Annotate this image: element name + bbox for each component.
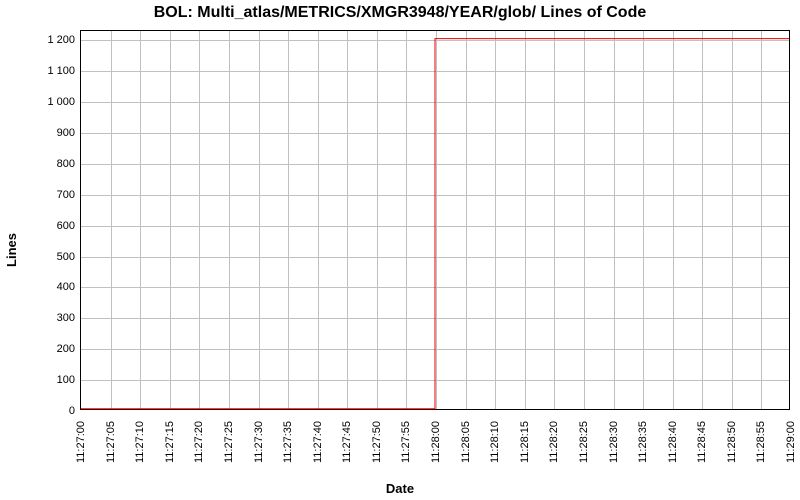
y-tick-label: 100 xyxy=(57,374,75,386)
x-tick-label: 11:28:35 xyxy=(637,421,649,463)
y-tick-label: 700 xyxy=(57,189,75,201)
x-tick-label: 11:28:30 xyxy=(608,421,620,463)
x-tick-label: 11:28:45 xyxy=(696,421,708,463)
x-tick-label: 11:28:00 xyxy=(430,421,442,463)
y-tick-label: 1 000 xyxy=(47,96,75,108)
x-tick-label: 11:27:25 xyxy=(223,421,235,463)
x-tick-label: 11:27:35 xyxy=(282,421,294,463)
y-tick-label: 300 xyxy=(57,312,75,324)
x-tick-label: 11:28:10 xyxy=(489,421,501,463)
y-tick-label: 200 xyxy=(57,343,75,355)
plot-area: 01002003004005006007008009001 0001 1001 … xyxy=(80,30,790,410)
x-tick-label: 11:27:30 xyxy=(253,421,265,463)
x-tick-label: 11:28:40 xyxy=(667,421,679,463)
x-axis-label: Date xyxy=(0,481,800,496)
x-tick-label: 11:27:10 xyxy=(134,421,146,463)
x-tick-label: 11:27:15 xyxy=(164,421,176,463)
x-tick-label: 11:27:45 xyxy=(341,421,353,463)
y-tick-label: 500 xyxy=(57,251,75,263)
data-line xyxy=(81,39,789,409)
x-tick-label: 11:28:50 xyxy=(726,421,738,463)
x-tick-label: 11:29:00 xyxy=(785,421,797,463)
x-tick-label: 11:27:55 xyxy=(400,421,412,463)
x-tick-label: 11:28:25 xyxy=(578,421,590,463)
x-tick-label: 11:27:40 xyxy=(312,421,324,463)
y-tick-label: 600 xyxy=(57,220,75,232)
chart-container: BOL: Multi_atlas/METRICS/XMGR3948/YEAR/g… xyxy=(0,0,800,500)
y-tick-label: 800 xyxy=(57,158,75,170)
x-tick-label: 11:28:55 xyxy=(755,421,767,463)
y-tick-label: 1 200 xyxy=(47,34,75,46)
x-tick-label: 11:27:05 xyxy=(105,421,117,463)
x-tick-label: 11:27:50 xyxy=(371,421,383,463)
x-tick-label: 11:27:00 xyxy=(75,421,87,463)
chart-title: BOL: Multi_atlas/METRICS/XMGR3948/YEAR/g… xyxy=(0,4,800,22)
series-line xyxy=(81,31,789,409)
y-axis-label: Lines xyxy=(4,233,19,267)
y-tick-label: 1 100 xyxy=(47,65,75,77)
x-tick-label: 11:27:20 xyxy=(193,421,205,463)
x-tick-label: 11:28:05 xyxy=(460,421,472,463)
y-tick-label: 0 xyxy=(69,405,75,417)
x-tick-label: 11:28:15 xyxy=(519,421,531,463)
y-tick-label: 400 xyxy=(57,281,75,293)
x-tick-label: 11:28:20 xyxy=(548,421,560,463)
y-tick-label: 900 xyxy=(57,127,75,139)
